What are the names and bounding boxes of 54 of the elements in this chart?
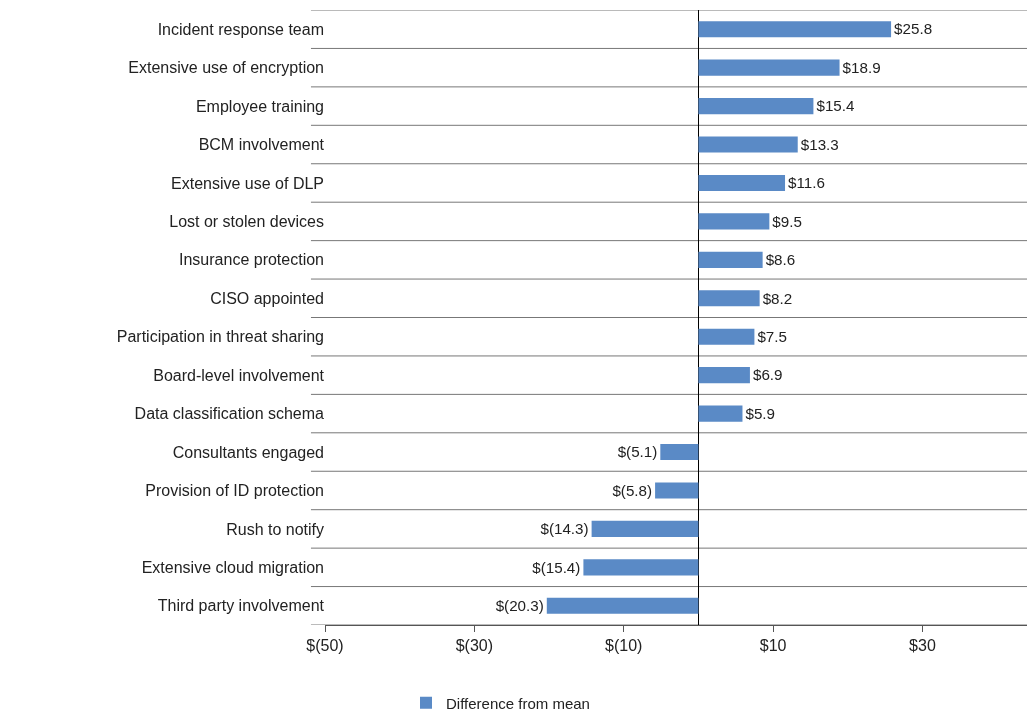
y-tick-label: CISO appointed	[210, 289, 324, 307]
y-tick-label: Extensive use of encryption	[128, 59, 324, 77]
data-label: $18.9	[842, 58, 881, 76]
bar	[698, 290, 760, 307]
data-label: $8.2	[762, 289, 793, 307]
data-label: $(15.4)	[532, 558, 581, 576]
x-tick-label: $(50)	[306, 637, 344, 655]
bar	[591, 520, 699, 537]
data-label: $(5.1)	[617, 443, 658, 461]
bar	[698, 98, 814, 115]
y-tick-label: Consultants engaged	[172, 443, 324, 461]
x-tick-label: $10	[759, 637, 787, 655]
y-tick-label: Employee training	[195, 97, 324, 115]
y-tick-label: Data classification schema	[134, 405, 325, 423]
data-label: $15.4	[816, 97, 855, 115]
x-tick-label: $30	[909, 637, 936, 655]
data-label: $(14.3)	[540, 520, 589, 538]
legend-label: Difference from mean	[446, 694, 590, 712]
y-tick-label: Extensive use of DLP	[171, 174, 324, 192]
y-tick-label: Third party involvement	[157, 597, 325, 615]
y-tick-label: Participation in threat sharing	[116, 328, 324, 346]
bar	[698, 251, 763, 268]
data-label: $25.8	[894, 20, 933, 38]
y-tick-label: BCM involvement	[198, 136, 325, 154]
bar	[698, 21, 892, 38]
bar	[546, 597, 699, 614]
data-label: $13.3	[800, 135, 839, 153]
bar	[698, 328, 755, 345]
y-tick-label: Rush to notify	[226, 520, 324, 538]
bar	[698, 405, 743, 422]
y-tick-label: Insurance protection	[179, 251, 324, 269]
y-tick-label: Lost or stolen devices	[169, 213, 324, 231]
bar	[698, 59, 840, 76]
bar	[698, 136, 798, 153]
bar	[698, 213, 770, 230]
y-tick-label: Incident response team	[157, 20, 324, 38]
data-label: $8.6	[765, 251, 796, 269]
bar	[698, 367, 750, 384]
y-tick-label: Extensive cloud migration	[141, 558, 324, 576]
bar	[583, 559, 699, 576]
bar	[698, 174, 786, 192]
y-tick-label: Provision of ID protection	[145, 482, 324, 500]
data-label: $5.9	[745, 404, 776, 422]
y-tick-label: Board-level involvement	[153, 366, 325, 384]
bar	[660, 443, 699, 461]
x-tick-label: $(10)	[605, 637, 643, 655]
x-tick-label: $(30)	[455, 637, 494, 655]
data-label: $(20.3)	[495, 597, 544, 614]
data-label: $7.5	[757, 327, 787, 345]
data-label: $11.6	[788, 174, 825, 192]
data-label: $6.9	[752, 366, 783, 384]
data-label: $9.5	[772, 212, 802, 230]
data-label: $(5.8)	[612, 481, 653, 499]
bar	[655, 482, 699, 499]
